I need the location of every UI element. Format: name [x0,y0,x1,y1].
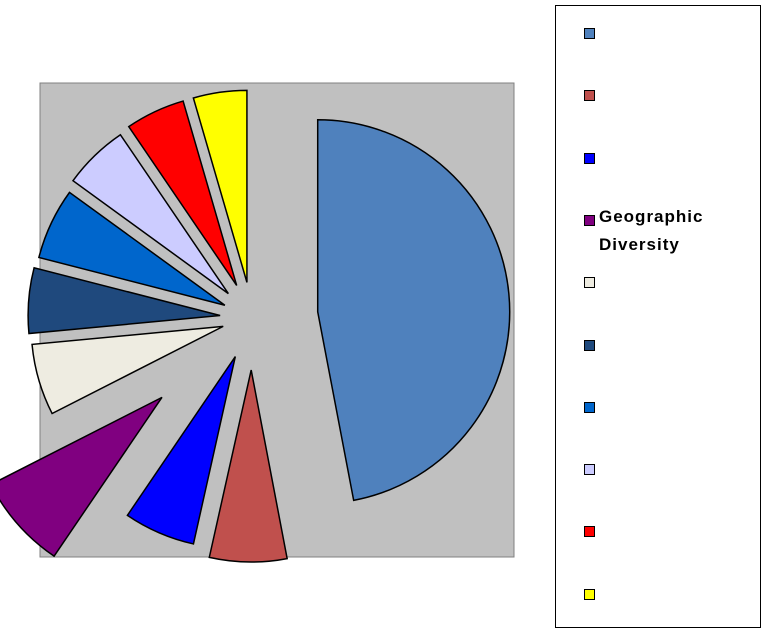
legend-item [584,273,595,289]
legend-item [584,24,595,39]
pie-slice [71,133,229,295]
pie-slice [0,396,163,558]
legend-item [584,336,595,351]
legend-label: Geographic Diversity [599,206,704,254]
chart [0,82,515,563]
pie-slice [31,325,224,415]
legend-swatch [584,277,595,289]
legend-item [584,398,595,413]
pie-slice [37,191,226,306]
legend-item [584,149,595,164]
pie-slice [126,356,237,545]
pie-slice [127,100,238,286]
pie-slice [192,89,248,283]
legend-swatch [584,90,595,102]
legend-swatch [584,464,595,476]
legend-swatch [584,588,595,600]
legend-item [584,86,595,102]
pie-slice [316,119,511,502]
legend-swatch [584,28,595,39]
legend-swatch [584,214,595,226]
legend-swatch [584,339,595,351]
legend-item [584,522,595,538]
legend-item [584,585,595,600]
legend-item [584,460,595,476]
pie-slice [27,266,221,335]
legend: Geographic Diversity [555,5,761,628]
legend-swatch [584,401,595,413]
legend-item: Geographic Diversity [584,207,749,259]
pie-slice [208,369,289,563]
legend-swatch [584,526,595,538]
legend-swatch [584,152,595,164]
